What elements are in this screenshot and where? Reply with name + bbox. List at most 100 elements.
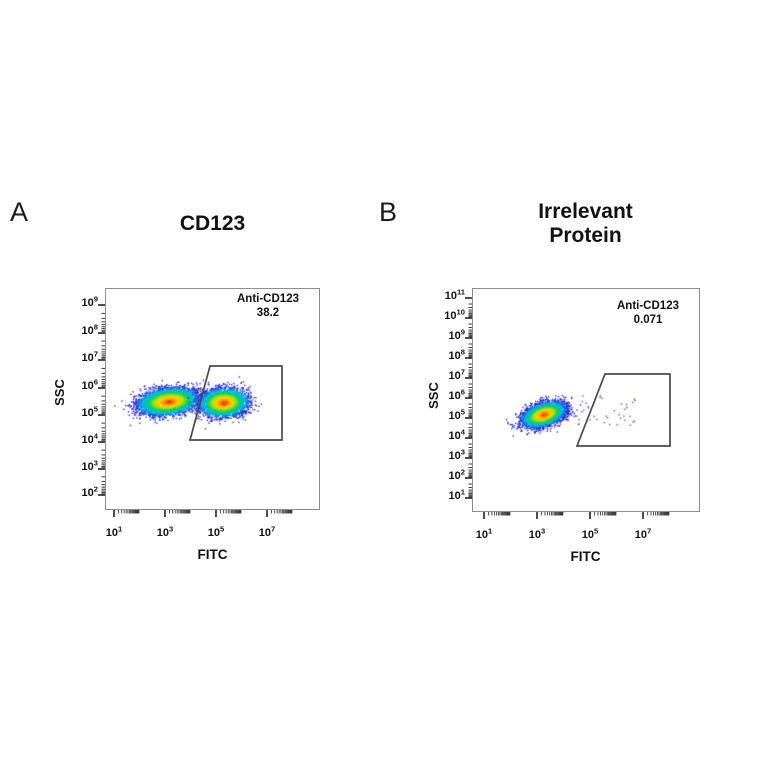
y-tick-base: 10 xyxy=(444,290,457,302)
panel-letter-a: A xyxy=(10,197,29,227)
y-tick-label: 102 xyxy=(53,484,98,499)
y-tick-base: 10 xyxy=(81,407,94,419)
y-tick-label: 106 xyxy=(420,387,465,402)
y-tick-exponent: 8 xyxy=(460,347,465,357)
y-tick-exponent: 7 xyxy=(460,367,465,377)
y-tick-label: 105 xyxy=(53,404,98,419)
y-tick-label: 104 xyxy=(53,431,98,446)
x-tick-label: 105 xyxy=(194,524,238,539)
y-tick-label: 104 xyxy=(420,427,465,442)
x-tick-exponent: 5 xyxy=(594,526,599,536)
x-tick-base: 10 xyxy=(105,527,118,539)
panel-title-a: CD123 xyxy=(179,212,246,235)
y-tick-exponent: 3 xyxy=(93,458,98,468)
y-tick-base: 10 xyxy=(81,487,94,499)
gate-annotation-label: Anti-CD123 xyxy=(617,300,679,312)
x-tick-base: 10 xyxy=(156,527,169,539)
x-tick-base: 10 xyxy=(258,527,271,539)
x-tick-exponent: 5 xyxy=(220,524,225,534)
y-tick-exponent: 2 xyxy=(460,467,465,477)
y-tick-exponent: 9 xyxy=(460,327,465,337)
y-tick-base: 10 xyxy=(448,410,461,422)
x-tick-label: 101 xyxy=(462,526,506,541)
y-tick-exponent: 6 xyxy=(460,387,465,397)
x-tick-label: 103 xyxy=(143,524,187,539)
x-tick-base: 10 xyxy=(207,527,220,539)
y-tick-base: 10 xyxy=(448,390,461,402)
y-tick-label: 105 xyxy=(420,407,465,422)
y-tick-exponent: 7 xyxy=(93,349,98,359)
y-tick-base: 10 xyxy=(444,310,457,322)
x-tick-exponent: 7 xyxy=(647,526,652,536)
y-tick-exponent: 8 xyxy=(93,322,98,332)
y-tick-base: 10 xyxy=(81,325,94,337)
x-tick-label: 105 xyxy=(568,526,612,541)
y-tick-exponent: 11 xyxy=(456,287,465,297)
y-tick-base: 10 xyxy=(81,352,94,364)
x-tick-label: 107 xyxy=(245,524,289,539)
scatter-plot-b xyxy=(474,290,699,511)
x-tick-base: 10 xyxy=(634,529,647,541)
x-tick-base: 10 xyxy=(475,529,488,541)
y-tick-label: 106 xyxy=(53,377,98,392)
y-tick-exponent: 4 xyxy=(93,431,98,441)
y-tick-label: 107 xyxy=(420,367,465,382)
gate-annotation-a: Anti-CD123 38.2 xyxy=(216,292,320,321)
gate-annotation-b: Anti-CD123 0.071 xyxy=(596,299,700,328)
y-tick-label: 102 xyxy=(420,467,465,482)
x-tick-base: 10 xyxy=(581,529,594,541)
x-tick-exponent: 3 xyxy=(541,526,546,536)
y-tick-label: 108 xyxy=(420,347,465,362)
x-tick-exponent: 7 xyxy=(271,524,276,534)
y-tick-exponent: 4 xyxy=(460,427,465,437)
gate-annotation-value: 38.2 xyxy=(256,307,280,320)
y-tick-base: 10 xyxy=(81,380,94,392)
y-tick-exponent: 5 xyxy=(93,404,98,414)
y-tick-exponent: 10 xyxy=(456,307,465,317)
x-tick-label: 103 xyxy=(515,526,559,541)
y-tick-exponent: 3 xyxy=(460,447,465,457)
gate-annotation-value: 0.071 xyxy=(633,314,663,327)
y-tick-base: 10 xyxy=(448,370,461,382)
gate-annotation-label: Anti-CD123 xyxy=(237,293,299,305)
y-tick-base: 10 xyxy=(448,330,461,342)
y-tick-label: 109 xyxy=(53,294,98,309)
x-tick-exponent: 3 xyxy=(169,524,174,534)
y-tick-exponent: 9 xyxy=(93,294,98,304)
y-tick-exponent: 5 xyxy=(460,407,465,417)
x-tick-exponent: 1 xyxy=(488,526,493,536)
scatter-plot-a xyxy=(107,290,319,509)
y-tick-exponent: 6 xyxy=(93,377,98,387)
y-tick-label: 107 xyxy=(53,349,98,364)
y-tick-label: 103 xyxy=(53,458,98,473)
x-tick-exponent: 1 xyxy=(118,524,123,534)
y-tick-base: 10 xyxy=(448,490,461,502)
y-tick-base: 10 xyxy=(81,297,94,309)
x-tick-label: 107 xyxy=(621,526,665,541)
y-tick-label: 109 xyxy=(420,327,465,342)
x-axis-title-b: FITC xyxy=(570,549,601,564)
y-tick-label: 101 xyxy=(420,487,465,502)
y-tick-label: 1011 xyxy=(420,287,465,302)
x-axis-title-a: FITC xyxy=(197,547,228,562)
y-tick-base: 10 xyxy=(448,450,461,462)
y-tick-base: 10 xyxy=(81,461,94,473)
y-tick-label: 103 xyxy=(420,447,465,462)
panel-letter-b: B xyxy=(379,197,398,227)
y-tick-base: 10 xyxy=(448,350,461,362)
x-tick-base: 10 xyxy=(528,529,541,541)
y-tick-base: 10 xyxy=(448,470,461,482)
y-tick-base: 10 xyxy=(448,430,461,442)
y-tick-exponent: 1 xyxy=(460,487,465,497)
y-tick-label: 108 xyxy=(53,322,98,337)
y-tick-exponent: 2 xyxy=(93,484,98,494)
panel-title-b: Irrelevant Protein xyxy=(538,200,633,247)
x-tick-label: 101 xyxy=(92,524,136,539)
y-tick-label: 1010 xyxy=(420,307,465,322)
y-tick-base: 10 xyxy=(81,434,94,446)
